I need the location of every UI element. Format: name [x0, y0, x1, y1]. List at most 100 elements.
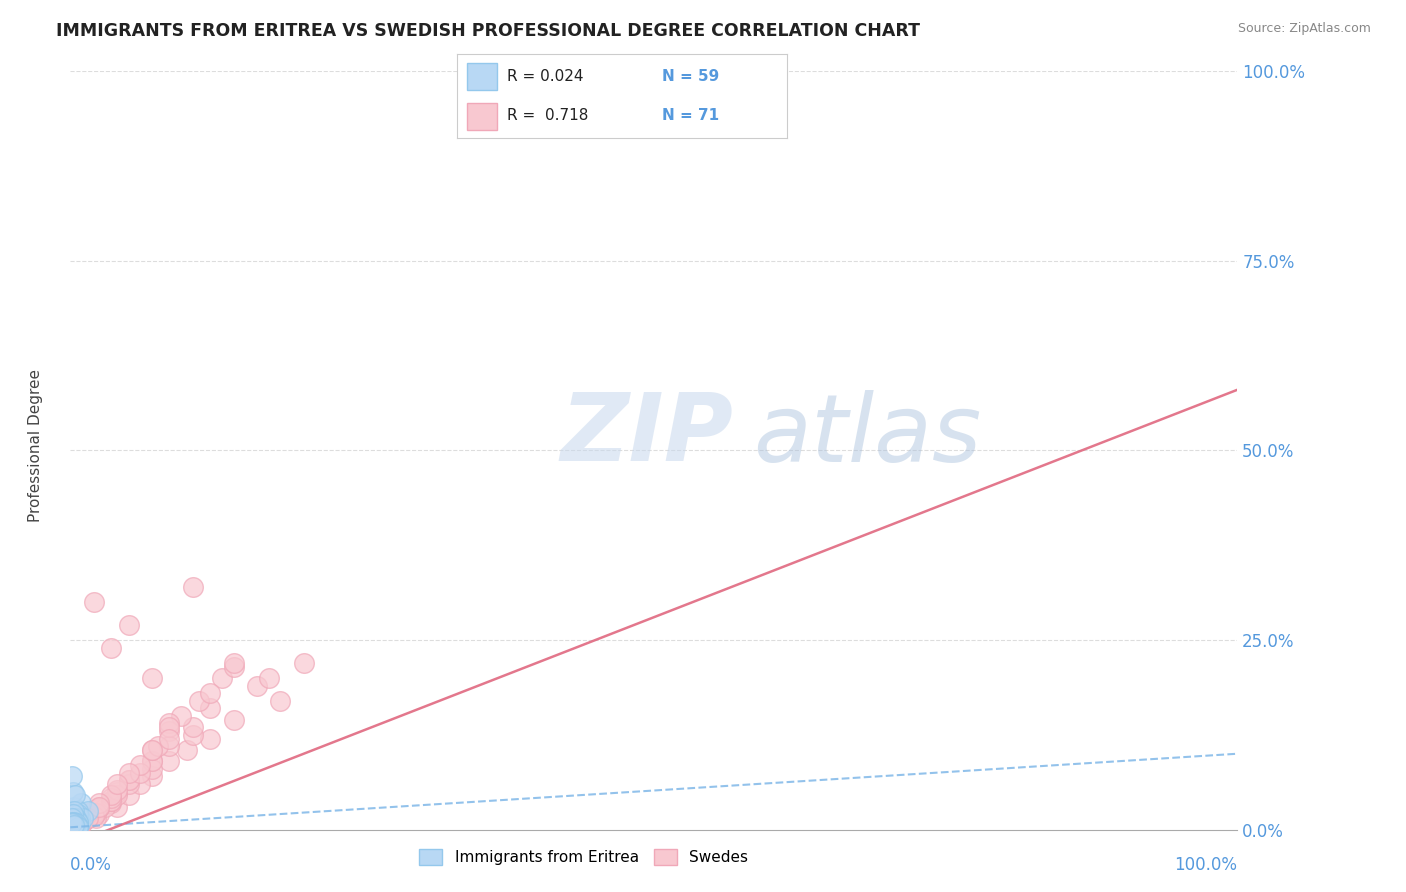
Point: [200, 686, 222, 700]
Point: [63, 816, 86, 830]
Point: [65, 819, 87, 833]
Point: [105, 800, 128, 814]
Point: [66, 816, 89, 830]
Point: [129, 758, 152, 772]
Point: [146, 739, 169, 753]
Point: [69, 816, 91, 830]
Point: [60, 816, 83, 830]
Point: [76, 811, 98, 825]
Point: [63, 818, 86, 832]
Point: [60, 815, 83, 830]
Point: [63, 815, 86, 830]
Point: [66, 807, 89, 822]
Point: [84, 811, 107, 825]
Point: [222, 656, 245, 670]
Point: [83, 595, 105, 609]
Point: [94, 800, 117, 814]
Point: [118, 773, 141, 788]
Point: [100, 796, 122, 810]
Text: 100.0%: 100.0%: [1174, 856, 1237, 874]
Point: [63, 811, 86, 825]
Point: [159, 731, 181, 746]
Text: 0.0%: 0.0%: [70, 856, 112, 874]
Point: [159, 724, 181, 739]
Point: [63, 811, 86, 825]
Point: [73, 814, 96, 828]
Point: [65, 816, 87, 830]
Point: [63, 819, 86, 833]
Point: [181, 580, 204, 594]
Point: [62, 820, 84, 834]
Point: [141, 769, 163, 784]
Point: [65, 816, 87, 830]
Point: [69, 811, 91, 825]
Point: [76, 804, 98, 818]
Point: [63, 816, 86, 830]
Point: [89, 801, 111, 815]
Point: [269, 694, 291, 708]
Point: [141, 743, 163, 757]
Text: N = 71: N = 71: [662, 108, 718, 123]
Point: [129, 777, 152, 791]
Point: [105, 785, 128, 799]
Point: [62, 800, 84, 814]
Point: [60, 819, 83, 833]
Point: [70, 816, 93, 830]
Point: [76, 805, 98, 820]
Point: [141, 762, 163, 776]
Point: [200, 731, 222, 746]
Text: Source: ZipAtlas.com: Source: ZipAtlas.com: [1237, 22, 1371, 36]
Point: [170, 708, 193, 723]
Point: [67, 815, 90, 830]
Point: [65, 807, 87, 822]
Point: [76, 809, 98, 823]
Point: [141, 755, 163, 769]
Point: [181, 720, 204, 734]
Text: atlas: atlas: [754, 390, 981, 481]
Text: R =  0.718: R = 0.718: [506, 108, 588, 123]
Point: [118, 777, 141, 791]
Point: [100, 794, 122, 808]
Point: [105, 783, 128, 797]
Point: [100, 794, 122, 808]
Point: [246, 678, 269, 692]
Point: [83, 809, 105, 823]
Point: [65, 819, 87, 833]
Point: [141, 743, 163, 757]
Point: [66, 819, 89, 833]
Point: [62, 816, 84, 830]
Text: ZIP: ZIP: [561, 389, 734, 482]
Point: [89, 807, 111, 822]
Point: [60, 811, 83, 825]
Point: [62, 807, 84, 822]
FancyBboxPatch shape: [467, 103, 496, 130]
Point: [60, 816, 83, 830]
Point: [66, 820, 89, 834]
Point: [118, 765, 141, 780]
Point: [63, 818, 86, 832]
Point: [63, 804, 86, 818]
Point: [60, 819, 83, 833]
Point: [60, 820, 83, 834]
Point: [176, 743, 198, 757]
Point: [66, 816, 89, 830]
Point: [83, 805, 105, 820]
Point: [222, 659, 245, 673]
Point: [181, 728, 204, 742]
Point: [62, 815, 84, 830]
Point: [187, 694, 209, 708]
Point: [63, 818, 86, 832]
Point: [100, 640, 122, 655]
Point: [66, 807, 89, 822]
Point: [76, 811, 98, 825]
Point: [62, 820, 84, 834]
Point: [159, 716, 181, 731]
Point: [292, 656, 315, 670]
FancyBboxPatch shape: [467, 62, 496, 90]
Point: [118, 617, 141, 632]
Text: R = 0.024: R = 0.024: [506, 69, 583, 84]
Text: Professional Degree: Professional Degree: [28, 369, 42, 523]
Point: [62, 818, 84, 832]
Point: [63, 815, 86, 830]
Point: [60, 769, 83, 784]
